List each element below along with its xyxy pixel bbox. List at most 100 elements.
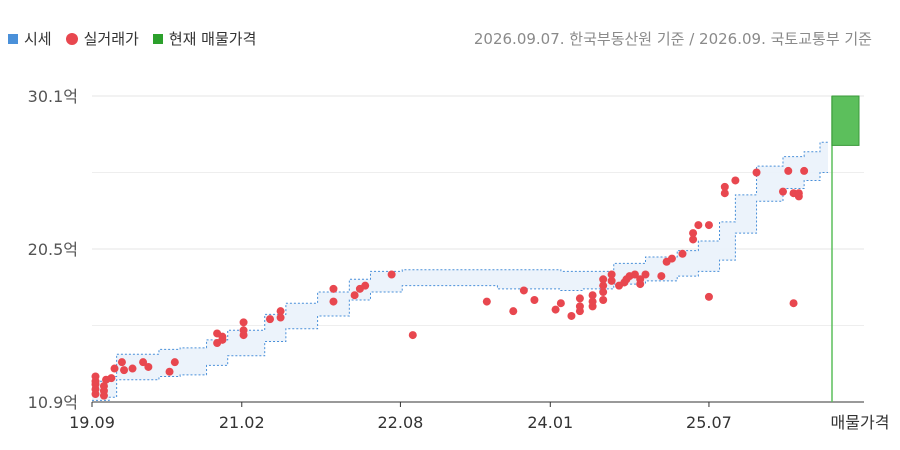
actual-trade-point-5 xyxy=(99,391,108,400)
actual-trade-point-46 xyxy=(588,297,597,306)
actual-trade-point-70 xyxy=(704,221,713,230)
actual-trade-point-25 xyxy=(266,315,275,324)
actual-trade-point-15 xyxy=(144,362,153,371)
source-note: 2026.09.07. 한국부동산원 기준 / 2026.09. 국토교통부 기… xyxy=(473,30,872,48)
actual-trade-point-41 xyxy=(567,311,576,320)
actual-trade-point-7 xyxy=(99,382,108,391)
actual-trade-point-57 xyxy=(625,272,634,281)
actual-trade-point-3 xyxy=(91,377,100,386)
actual-trade-point-51 xyxy=(599,275,608,284)
actual-trade-point-55 xyxy=(620,278,629,287)
actual-trade-point-76 xyxy=(784,166,793,175)
actual-trade-point-73 xyxy=(731,176,740,185)
legend-label-market-price: 시세 xyxy=(24,30,52,48)
actual-trade-point-60 xyxy=(636,275,645,284)
legend-swatch-current-listing xyxy=(152,33,163,44)
actual-trade-point-2 xyxy=(91,380,100,389)
actual-trade-point-39 xyxy=(551,305,560,314)
legend-label-current-listing: 현재 매물가격 xyxy=(168,30,257,48)
actual-trade-point-6 xyxy=(99,386,108,395)
actual-trade-point-74 xyxy=(752,168,761,177)
actual-trade-point-36 xyxy=(509,307,518,316)
actual-trade-point-13 xyxy=(128,364,137,373)
actual-trade-point-21 xyxy=(218,332,227,341)
actual-trade-point-45 xyxy=(588,302,597,311)
actual-trade-point-47 xyxy=(588,291,597,300)
listing-price-range-bar xyxy=(831,95,860,146)
actual-trade-point-10 xyxy=(110,364,119,373)
actual-trade-point-20 xyxy=(218,335,227,344)
actual-trade-point-14 xyxy=(139,358,148,367)
actual-trade-point-58 xyxy=(630,270,639,279)
actual-trade-point-29 xyxy=(329,284,338,293)
market-price-band-lower xyxy=(92,172,828,401)
actual-trade-point-69 xyxy=(704,292,713,301)
y-tick-label-2: 10.9억 xyxy=(28,393,78,412)
market-price-band-upper xyxy=(92,141,828,382)
actual-trade-point-42 xyxy=(575,307,584,316)
actual-trade-point-24 xyxy=(239,318,248,327)
actual-trade-point-77 xyxy=(789,189,798,198)
actual-trade-point-22 xyxy=(239,331,248,340)
actual-trade-point-75 xyxy=(778,187,787,196)
actual-trade-point-61 xyxy=(641,270,650,279)
actual-trade-point-59 xyxy=(636,280,645,289)
actual-trade-point-34 xyxy=(408,331,417,340)
legend-item-market-price[interactable]: 시세 xyxy=(8,28,52,49)
actual-trade-point-37 xyxy=(519,286,528,295)
actual-trade-point-26 xyxy=(276,313,285,322)
legend-item-current-listing[interactable]: 현재 매물가격 xyxy=(152,28,257,49)
legend: 시세 실거래가 현재 매물가격 xyxy=(8,28,256,49)
actual-trade-point-80 xyxy=(800,166,809,175)
actual-trade-point-48 xyxy=(599,296,608,304)
y-tick-label-1: 20.5억 xyxy=(28,240,78,259)
actual-trade-point-49 xyxy=(599,288,608,297)
x-tick-label-1: 21.02 xyxy=(219,413,265,432)
legend-swatch-actual-trade xyxy=(65,32,78,45)
legend-label-actual-trade: 실거래가 xyxy=(83,30,139,48)
actual-trade-point-43 xyxy=(575,302,584,311)
actual-trade-point-9 xyxy=(107,374,116,383)
actual-trade-point-11 xyxy=(117,358,126,367)
x-tick-label-0: 19.09 xyxy=(69,413,115,432)
actual-trade-point-0 xyxy=(91,390,100,399)
actual-trade-point-64 xyxy=(667,254,676,263)
y-tick-label-0: 30.1억 xyxy=(28,87,78,106)
legend-swatch-market-price xyxy=(8,33,18,44)
actual-trade-point-66 xyxy=(689,235,698,244)
actual-trade-point-71 xyxy=(720,189,729,198)
actual-trade-point-33 xyxy=(387,270,396,279)
actual-trade-point-72 xyxy=(720,182,729,191)
market-price-band-fill xyxy=(92,142,828,401)
legend-item-actual-trade[interactable]: 실거래가 xyxy=(65,28,139,49)
actual-trade-point-12 xyxy=(120,366,129,375)
actual-trade-point-23 xyxy=(239,326,248,335)
actual-trade-point-65 xyxy=(678,249,687,258)
actual-trade-point-62 xyxy=(657,272,666,281)
actual-trade-point-38 xyxy=(530,296,539,304)
actual-trade-point-63 xyxy=(662,257,671,266)
actual-trade-point-56 xyxy=(622,275,631,284)
actual-trade-point-81 xyxy=(789,299,798,308)
actual-trade-point-32 xyxy=(361,281,370,290)
actual-trade-point-54 xyxy=(615,281,624,290)
actual-trade-point-27 xyxy=(276,307,285,316)
actual-trade-point-19 xyxy=(213,329,222,338)
actual-trade-point-79 xyxy=(794,189,803,198)
x-tick-label-3: 24.01 xyxy=(527,413,573,432)
x-tick-label-listing: 매물가격 xyxy=(831,413,890,432)
actual-trade-point-31 xyxy=(355,284,364,293)
actual-trade-point-44 xyxy=(575,294,584,303)
actual-trade-point-53 xyxy=(607,270,616,279)
x-tick-label-4: 25.07 xyxy=(686,413,732,432)
x-tick-label-2: 22.08 xyxy=(378,413,424,432)
actual-trade-point-18 xyxy=(213,339,222,348)
actual-trade-point-1 xyxy=(91,385,100,394)
actual-trade-point-50 xyxy=(599,281,608,290)
actual-trade-point-67 xyxy=(689,229,698,238)
actual-trade-point-17 xyxy=(170,358,179,367)
actual-trade-point-4 xyxy=(91,372,100,381)
actual-trade-point-35 xyxy=(482,297,491,306)
